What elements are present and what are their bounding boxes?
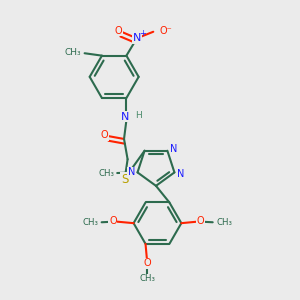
Text: O⁻: O⁻ — [159, 26, 172, 36]
Text: N: N — [133, 33, 141, 43]
Text: H: H — [135, 112, 142, 121]
Text: CH₃: CH₃ — [99, 169, 115, 178]
Text: N: N — [121, 112, 129, 122]
Text: CH₃: CH₃ — [82, 218, 98, 227]
Text: CH₃: CH₃ — [65, 48, 82, 57]
Text: O: O — [197, 216, 205, 226]
Text: N: N — [177, 169, 185, 178]
Text: O: O — [115, 26, 122, 36]
Text: N: N — [170, 144, 178, 154]
Text: +: + — [140, 29, 146, 38]
Text: O: O — [143, 258, 151, 268]
Text: S: S — [121, 173, 128, 186]
Text: CH₃: CH₃ — [139, 274, 155, 283]
Text: O: O — [100, 130, 108, 140]
Text: N: N — [128, 167, 135, 177]
Text: O: O — [109, 216, 117, 226]
Text: CH₃: CH₃ — [216, 218, 232, 227]
